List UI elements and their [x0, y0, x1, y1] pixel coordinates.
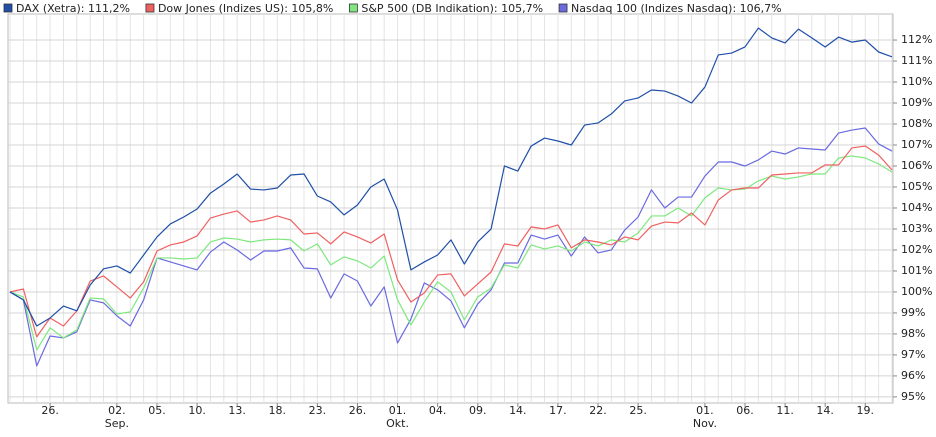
x-tick-label: 26.: [349, 404, 367, 417]
legend-swatch: [348, 3, 358, 13]
y-tick-label: 99%: [901, 306, 925, 319]
y-tick-label: 112%: [901, 33, 932, 46]
y-tick-label: 100%: [901, 285, 932, 298]
x-tick-label: 01.: [696, 404, 714, 417]
x-tick-label: 04.: [429, 404, 447, 417]
x-tick-label: 18.: [269, 404, 287, 417]
legend-swatch: [145, 3, 155, 13]
x-tick-label: 02.: [108, 404, 126, 417]
x-tick-label: 13.: [228, 404, 246, 417]
series-line: [9, 145, 893, 338]
y-tick-label: 101%: [901, 264, 932, 277]
y-tick-label: 107%: [901, 138, 932, 151]
series-line: [9, 27, 893, 327]
y-tick-label: 111%: [901, 54, 932, 67]
x-tick-label: 09.: [469, 404, 487, 417]
legend-label: S&P 500 (DB Indikation): 105,7%: [361, 2, 543, 15]
x-month-label: Nov.: [693, 417, 717, 430]
y-tick-label: 102%: [901, 243, 932, 256]
y-tick-label: 96%: [901, 369, 925, 382]
legend-label: Nasdaq 100 (Indizes Nasdaq): 106,7%: [571, 2, 782, 15]
x-tick-label: 06.: [736, 404, 754, 417]
y-tick-label: 106%: [901, 159, 932, 172]
y-tick-label: 110%: [901, 75, 932, 88]
legend-swatch: [558, 3, 568, 13]
x-tick-label: 17.: [549, 404, 567, 417]
y-tick-label: 103%: [901, 222, 932, 235]
y-tick-label: 105%: [901, 180, 932, 193]
x-month-label: Sep.: [105, 417, 129, 430]
x-tick-label: 01.: [389, 404, 407, 417]
x-tick-label: 23.: [309, 404, 327, 417]
x-tick-label: 05.: [148, 404, 166, 417]
x-tick-label: 14.: [816, 404, 834, 417]
y-tick-label: 98%: [901, 327, 925, 340]
y-tick-label: 108%: [901, 117, 932, 130]
x-tick-label: 10.: [188, 404, 206, 417]
x-tick-label: 26.: [41, 404, 59, 417]
x-tick-label: 22.: [589, 404, 607, 417]
legend-swatch: [3, 3, 13, 13]
x-tick-label: 11.: [776, 404, 794, 417]
legend: DAX (Xetra): 111,2% Dow Jones (Indizes US…: [3, 2, 782, 15]
x-tick-label: 14.: [509, 404, 527, 417]
x-tick-label: 19.: [857, 404, 875, 417]
legend-label: Dow Jones (Indizes US): 105,8%: [158, 2, 333, 15]
y-tick-label: 97%: [901, 348, 925, 361]
y-tick-label: 104%: [901, 201, 932, 214]
y-tick-label: 95%: [901, 390, 925, 403]
legend-label: DAX (Xetra): 111,2%: [16, 2, 130, 15]
y-tick-label: 109%: [901, 96, 932, 109]
series-line: [9, 155, 893, 351]
x-month-label: Okt.: [386, 417, 409, 430]
x-tick-label: 25.: [629, 404, 647, 417]
